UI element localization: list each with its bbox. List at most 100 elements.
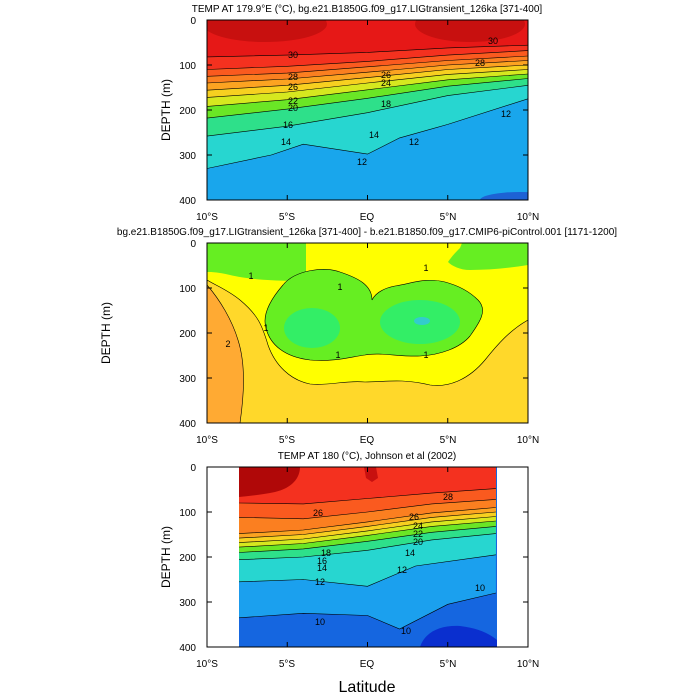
contour-label: 20: [413, 537, 423, 547]
panel-3-y-axis: 0 100 200 300 400 DEPTH (m): [159, 463, 196, 654]
panel-1-y-axis: 0 100 200 300 400 DEPTH (m): [159, 16, 196, 207]
y-tick-label: 400: [179, 643, 196, 654]
contour-label: 24: [413, 521, 423, 531]
y-tick-label: 400: [179, 419, 196, 430]
panel-2-anomaly-above-2-region: [207, 285, 244, 423]
isotherm-20: [207, 69, 528, 98]
contour-label: 16: [283, 120, 293, 130]
panel-1-warm-core-south: [207, 20, 327, 42]
contour-label: 28: [443, 492, 453, 502]
x-tick-label: 5°N: [440, 212, 457, 223]
x-tick-label: 5°N: [440, 435, 457, 446]
y-tick-label: 200: [179, 553, 196, 564]
isotherm-12: [207, 98, 528, 169]
contour-label: 22: [413, 529, 423, 539]
isotherm-26: [207, 55, 528, 77]
x-tick-label: 5°S: [279, 212, 296, 223]
contour-label: 26: [409, 512, 419, 522]
contour-label: 26: [288, 82, 298, 92]
panel-3-cold-blob: [420, 625, 497, 647]
contour-label: 26: [313, 508, 323, 518]
contour-label: 10: [401, 626, 411, 636]
panel-1-title: TEMP AT 179.9°E (°C), bg.e21.B1850G.f09_…: [192, 4, 543, 15]
x-tick-label: EQ: [360, 435, 375, 446]
contour-label: 1: [248, 271, 253, 281]
panel-3-filled-contours: [239, 467, 496, 630]
contour-label: 14: [281, 137, 291, 147]
x-tick-label: 10°N: [517, 659, 539, 670]
y-tick-label: 200: [179, 329, 196, 340]
panel-3: TEMP AT 180 (°C), Johnson et al (2002) 2…: [159, 451, 539, 670]
x-tick-label: 10°S: [196, 212, 218, 223]
x-tick-label: 10°S: [196, 659, 218, 670]
y-tick-label: 400: [179, 196, 196, 207]
panel-1-x-axis: 10°S 5°S EQ 5°N 10°N: [196, 212, 539, 223]
panel-2-y-axis: 0 100 200 300 400 DEPTH (m): [99, 239, 196, 430]
panel-1-warm-core-north: [415, 20, 525, 42]
panel-2-contour-line: [264, 269, 483, 361]
isotherm-band-28: [239, 467, 496, 504]
isotherm-30: [207, 44, 528, 58]
panel-3-x-axis: 10°S 5°S EQ 5°N 10°N: [196, 659, 539, 670]
panel-2-green-region-top-left: [207, 243, 306, 281]
x-tick-label: EQ: [360, 212, 375, 223]
contour-label: 1: [423, 350, 428, 360]
isotherm-26: [239, 499, 496, 520]
isotherm-24: [239, 507, 496, 534]
contour-label: 18: [381, 99, 391, 109]
panel-3-title: TEMP AT 180 (°C), Johnson et al (2002): [278, 451, 457, 462]
isotherm-24: [207, 60, 528, 84]
y-tick-label: 300: [179, 598, 196, 609]
panel-2-green-region-top-right: [448, 243, 528, 270]
contour-label: 10: [475, 583, 485, 593]
contour-label: 26: [381, 70, 391, 80]
contour-label: 22: [288, 96, 298, 106]
isotherm-20: [239, 516, 496, 543]
x-tick-label: 10°S: [196, 435, 218, 446]
y-tick-label: 100: [179, 61, 196, 72]
contour-label: 14: [405, 548, 415, 558]
isotherm-14: [207, 85, 528, 137]
contour-label: 24: [381, 78, 391, 88]
panel-2-tick-marks: [206, 242, 529, 424]
contour-label: 30: [288, 50, 298, 60]
isotherm-22: [207, 64, 528, 91]
panel-3-y-axis-label: DEPTH (m): [159, 526, 173, 588]
y-tick-label: 0: [190, 239, 196, 250]
contour-label: 1: [263, 323, 268, 333]
isotherm-12: [239, 554, 496, 587]
contour-label: 20: [288, 103, 298, 113]
x-tick-label: EQ: [360, 659, 375, 670]
contour-label: 28: [288, 72, 298, 82]
y-tick-label: 100: [179, 284, 196, 295]
panel-1-y-axis-label: DEPTH (m): [159, 79, 173, 141]
contour-label: 12: [315, 577, 325, 587]
isotherm-22: [239, 511, 496, 539]
contour-label: 30: [488, 36, 498, 46]
contour-label: 1: [337, 282, 342, 292]
contour-label: 10: [315, 617, 325, 627]
contour-label: 18: [321, 548, 331, 558]
panel-1: TEMP AT 179.9°E (°C), bg.e21.B1850G.f09_…: [159, 4, 543, 223]
panel-2-contour-labels: 1 1 1 1 1 1 2: [225, 263, 428, 360]
contour-label: 28: [475, 58, 485, 68]
contour-label: 16: [317, 556, 327, 566]
panel-2-y-axis-label: DEPTH (m): [99, 302, 113, 364]
panel-1-tick-marks: [206, 19, 529, 201]
panel-2: bg.e21.B1850G.f09_g17.LIGtransient_126ka…: [99, 227, 617, 446]
y-tick-label: 200: [179, 106, 196, 117]
y-tick-label: 0: [190, 16, 196, 27]
isotherm-16: [239, 526, 496, 553]
panel-1-contour-labels: 30 30 28 28 26 26 24 22 20 18 16 14 14 1…: [281, 36, 511, 167]
panel-2-title: bg.e21.B1850G.f09_g17.LIGtransient_126ka…: [117, 227, 617, 238]
panel-2-x-axis: 10°S 5°S EQ 5°N 10°N: [196, 435, 539, 446]
panel-2-core-south: [284, 308, 340, 348]
contour-label: 14: [317, 563, 327, 573]
panel-3-contour-labels: 28 26 26 24 22 20 18 16 14 14 12 12 10 1…: [313, 492, 485, 636]
contour-label: 12: [397, 565, 407, 575]
panel-3-tick-marks: [206, 466, 529, 648]
isotherm-18: [239, 520, 496, 548]
isotherm-18: [207, 73, 528, 107]
contour-label: 1: [335, 350, 340, 360]
